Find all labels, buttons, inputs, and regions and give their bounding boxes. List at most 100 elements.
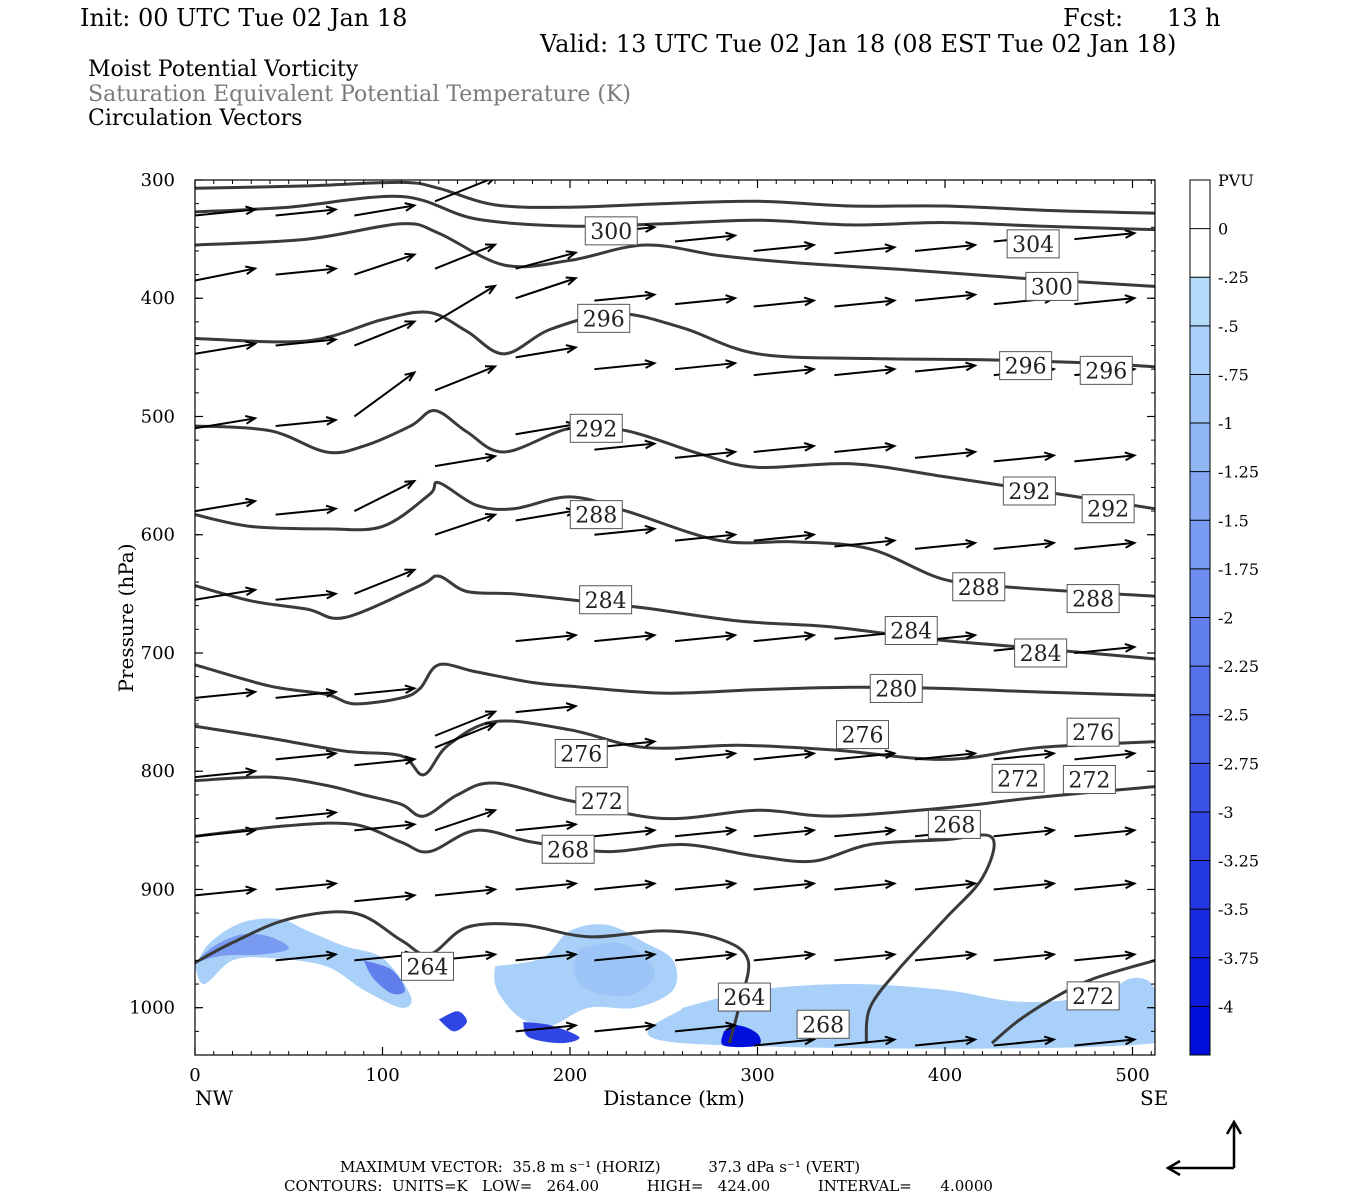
x-tick-label: 0 [189,1065,200,1086]
circulation-vector [434,243,498,270]
circulation-vector [914,879,978,891]
circulation-vector [515,879,579,891]
colorbar-label: -1.5 [1218,511,1249,530]
circulation-vector [834,749,897,761]
contour-label-box [1066,717,1120,747]
contour-label-box [999,351,1053,381]
x-tick-label: 400 [928,1065,962,1086]
circulation-vector [275,335,339,347]
circulation-vector [674,749,738,761]
colorbar-label: -2 [1218,609,1234,628]
circulation-vector [914,1035,978,1047]
colorbar-cell [1190,228,1210,278]
contour-label-box [584,216,638,246]
contour-label-box [927,809,981,839]
colorbar-label: -4 [1218,997,1234,1016]
x-tick-label: 100 [365,1065,399,1086]
circulation-vector [434,722,498,749]
forecast-hour: 13 h [1167,4,1221,32]
contour-label: 272 [581,790,623,815]
circulation-vector [1074,294,1137,306]
colorbar-label: 0 [1218,220,1228,239]
field-title-pv: Moist Potential Vorticity [88,57,359,82]
circulation-vector [914,447,978,459]
colorbar-cell [1190,374,1210,424]
colorbar-cell [1190,325,1210,375]
field-title-theta: Saturation Equivalent Potential Temperat… [88,82,631,107]
contour-label-box [1002,476,1056,506]
contour-label: 304 [1012,233,1054,258]
y-tick-label: 700 [141,643,175,664]
circulation-vector [834,879,897,891]
contour-label-box [952,572,1006,602]
colorbar-label: -.25 [1218,268,1249,287]
contour-label: 296 [583,307,625,332]
colorbar-cell [1190,763,1210,812]
contour-labels: 300 304 300 296 296 296 292 292 292 288 288 288 284 2… [401,216,1135,1039]
colorbar-label: -2.25 [1218,657,1259,676]
circulation-vector [594,879,657,891]
nw-end-label: NW [195,1086,234,1110]
circulation-vector [515,702,579,714]
contour-label: 268 [933,813,975,838]
colorbar-title: PVU [1218,171,1254,190]
contour-label: 268 [547,838,589,863]
circulation-vector [275,749,339,761]
circulation-vector [434,512,498,536]
circulation-vector [195,885,258,897]
circulation-vector [753,950,817,962]
colorbar-cell [1190,520,1210,569]
circulation-vector [993,879,1057,891]
colorbar-label: -3 [1218,803,1234,822]
theta-contour-304 [195,194,1155,232]
contour-label: 284 [585,589,627,614]
contour-label: 288 [1072,588,1114,613]
circulation-vector [275,879,339,891]
circulation-vector [674,447,738,459]
circulation-vector [275,205,339,217]
contour-label: 284 [890,620,932,645]
y-tick-label: 400 [141,288,175,309]
circulation-vector [275,687,339,699]
circulation-vector [195,586,258,601]
circulation-vector [674,631,738,643]
circulation-vector [753,241,817,252]
y-tick-label: 800 [141,761,175,782]
circulation-vector [354,202,417,217]
circulation-vector [515,631,579,643]
contour-label-box [541,834,595,864]
contour-label: 284 [1020,642,1062,667]
contour-label-box [1066,981,1120,1011]
circulation-vector [1074,539,1137,550]
pv-colorbar: PVU 0 -.25 -.5 -.75 -1 -1.25 -1.5 -1.75 -2 -2.25 -2… [1189,171,1259,1056]
circulation-vector [993,950,1057,962]
pv-region [647,977,1155,1049]
contour-label-box [401,951,454,981]
contour-label: 292 [1087,498,1129,523]
circulation-vector [993,451,1057,463]
colorbar-label: -1.75 [1218,560,1259,579]
circulation-vector [434,284,498,323]
theta-contour-300 [195,222,1155,288]
y-tick-label: 900 [141,879,175,900]
circulation-vector [594,1021,657,1033]
pv-region [523,1021,580,1044]
contour-label: 276 [560,742,602,767]
contour-label-box [836,720,889,750]
valid-time: Valid: 13 UTC Tue 02 Jan 18 (08 EST Tue … [540,30,1177,58]
y-tick-label: 600 [141,525,175,546]
circulation-vector [354,820,417,832]
circulation-vector [674,1021,738,1033]
colorbar-cell [1190,471,1210,521]
circulation-vector [834,296,897,308]
circulation-vector [753,530,817,542]
circulation-vector [594,290,657,302]
circulation-vector [195,265,258,282]
circulation-vector [1074,749,1137,761]
circulation-vector [1074,643,1137,654]
colorbar-cell [1190,568,1210,618]
y-tick-label: 300 [141,170,175,191]
contour-label: 264 [407,955,449,980]
circulation-vector [914,749,978,761]
